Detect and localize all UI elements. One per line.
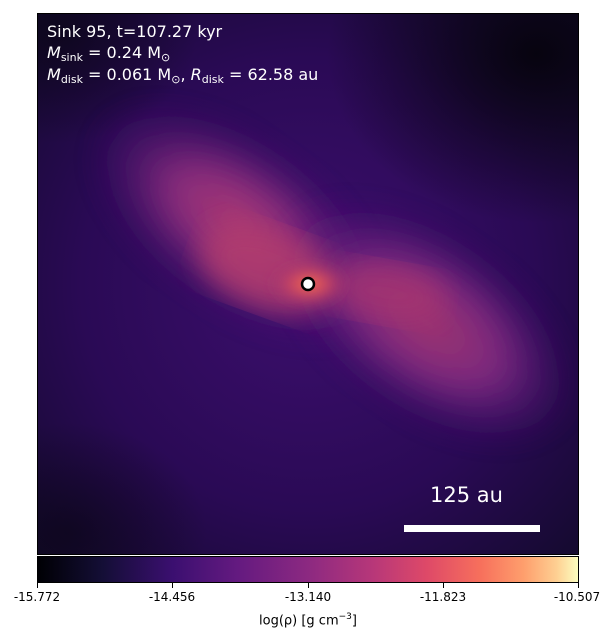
colorbar-tick [172, 583, 173, 588]
colorbar-tick-label: -11.823 [419, 590, 467, 604]
colorbar-tick [578, 583, 579, 588]
density-image [38, 14, 578, 554]
colorbar-tick-label: -10.507 [553, 590, 601, 604]
sink-title: Sink 95, t=107.27 kyr [47, 22, 223, 41]
colorbar-tick-label: -15.772 [13, 590, 61, 604]
density-map: Sink 95, t=107.27 kyr Msink = 0.24 M⊙ Md… [37, 13, 579, 555]
scale-bar-label: 125 au [430, 483, 503, 507]
scale-bar [404, 525, 540, 532]
sink-marker [300, 276, 316, 292]
sink-mass-label: Msink = 0.24 M⊙ [47, 43, 171, 64]
colorbar-tick-label: -14.456 [148, 590, 196, 604]
colorbar-tick-label: -13.140 [284, 590, 332, 604]
colorbar-tick [308, 583, 309, 588]
disk-properties-label: Mdisk = 0.061 M⊙, Rdisk = 62.58 au [47, 65, 319, 86]
colorbar [37, 556, 579, 583]
colorbar-label: log(ρ) [g cm−3] [259, 612, 357, 629]
colorbar-tick [37, 583, 38, 588]
colorbar-tick [443, 583, 444, 588]
